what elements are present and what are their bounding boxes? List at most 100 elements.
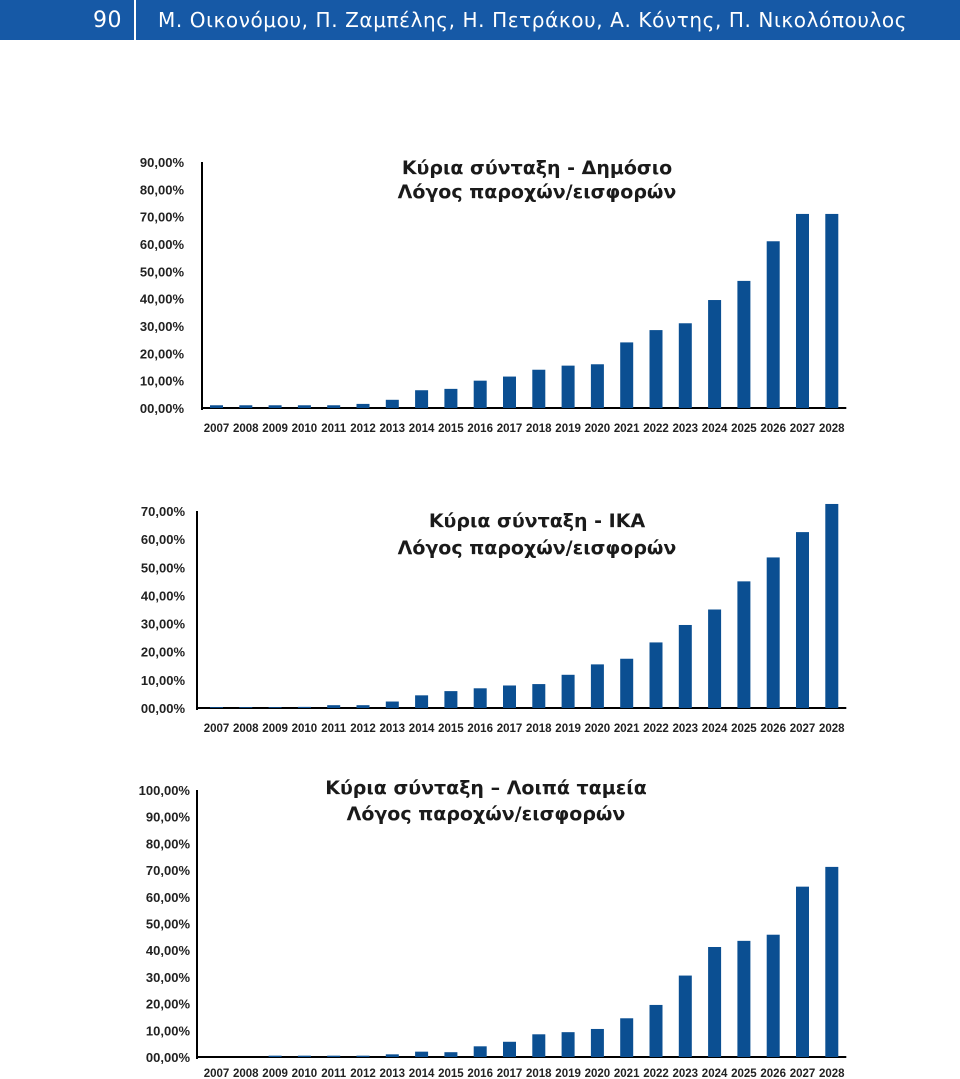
- x-tick-label: 2012: [350, 1068, 376, 1079]
- x-tick-label: 2028: [819, 1068, 845, 1079]
- x-tick-label: 2012: [350, 723, 376, 735]
- x-tick-label: 2007: [204, 423, 230, 435]
- x-tick-label: 2027: [790, 423, 816, 435]
- bar-2021: [620, 342, 634, 408]
- bar-2022: [649, 1004, 663, 1057]
- y-tick-label: 30,00%: [140, 319, 185, 334]
- bar-2021: [620, 1018, 634, 1057]
- bar-2009: [268, 1055, 282, 1057]
- chart-ika-svg: 00,00% 10,00% 20,00% 30,00% 40,00% 50,00% 60,0…: [141, 503, 847, 735]
- x-tick-label: 2025: [731, 1068, 757, 1079]
- x-tick-label: 2022: [643, 723, 669, 735]
- y-tick-label: 30,00%: [146, 970, 191, 985]
- bar-2020: [590, 364, 604, 408]
- bar-2012: [356, 1055, 370, 1057]
- bar-2012: [356, 705, 370, 708]
- bar-2010: [297, 1055, 311, 1057]
- bar-2024: [708, 609, 722, 708]
- bar-2026: [766, 241, 780, 408]
- bar-2027: [796, 532, 809, 708]
- x-tick-label: 2026: [760, 723, 786, 735]
- y-tick-label: 20,00%: [141, 645, 186, 660]
- y-tick-label: 60,00%: [141, 532, 186, 547]
- y-tick-label: 60,00%: [146, 890, 191, 905]
- x-tick-label: 2020: [585, 423, 611, 435]
- x-tick-label: 2021: [614, 1068, 640, 1079]
- y-tick-label: 30,00%: [141, 617, 186, 632]
- bar-2009: [268, 707, 282, 708]
- bar-2008: [239, 707, 253, 708]
- bar-2015: [444, 1052, 458, 1057]
- x-tick-label: 2025: [731, 423, 757, 435]
- bar-2015: [444, 388, 458, 408]
- y-tick-label: 70,00%: [146, 863, 191, 878]
- x-tick-label: 2009: [262, 723, 288, 735]
- bar-2012: [356, 403, 370, 408]
- bar-2014: [415, 1051, 429, 1057]
- x-tick-label: 2018: [526, 723, 552, 735]
- chart-title: Κύρια σύνταξη - ΙΚΑ: [429, 510, 646, 532]
- x-tick-label: 2021: [614, 423, 640, 435]
- bar-2008: [239, 405, 253, 408]
- y-tick-label: 40,00%: [141, 588, 186, 603]
- bar-2013: [385, 1054, 399, 1057]
- x-tick-label: 2023: [673, 723, 699, 735]
- chart-dimosio: 00,00% 10,00% 20,00% 30,00% 40,00% 50,00% 60,0…: [0, 140, 960, 450]
- chart-loipa-tameia: 00,00% 10,00% 20,00% 30,00% 40,00% 50,00% 60,0…: [0, 770, 960, 1079]
- y-tick-label: 90,00%: [146, 810, 191, 825]
- x-tick-label: 2010: [292, 723, 318, 735]
- y-tick-label: 20,00%: [146, 997, 191, 1012]
- y-tick-label: 40,00%: [146, 943, 191, 958]
- chart-dimosio-svg: 00,00% 10,00% 20,00% 30,00% 40,00% 50,00% 60,0…: [140, 155, 847, 435]
- y-tick-label: 70,00%: [141, 504, 186, 519]
- x-tick-label: 2019: [555, 423, 581, 435]
- bar-2010: [297, 405, 311, 408]
- bar-2023: [678, 624, 692, 708]
- x-tick-label: 2021: [614, 723, 640, 735]
- y-tick-label: 70,00%: [140, 210, 185, 225]
- x-tick-label: 2017: [497, 723, 523, 735]
- y-tick-label: 10,00%: [146, 1023, 191, 1038]
- x-tick-label: 2011: [321, 423, 347, 435]
- x-tick-label: 2024: [702, 423, 728, 435]
- chart-subtitle: Λόγος παροχών/εισφορών: [398, 537, 677, 559]
- x-tick-label: 2014: [409, 723, 435, 735]
- bar-2026: [766, 934, 780, 1057]
- y-tick-label: 00,00%: [140, 401, 185, 416]
- bar-2018: [532, 1034, 546, 1057]
- x-tick-label: 2022: [643, 423, 669, 435]
- chart-title: Κύρια σύνταξη – Λοιπά ταμεία: [325, 777, 647, 799]
- bar-2023: [678, 323, 692, 408]
- x-tick-label: 2009: [262, 1068, 288, 1079]
- x-tick-label: 2022: [643, 1068, 669, 1079]
- x-tick-label: 2025: [731, 723, 757, 735]
- x-tick-label: 2007: [204, 723, 230, 735]
- bar-2019: [561, 1032, 575, 1057]
- chart-subtitle: Λόγος παροχών/εισφορών: [347, 803, 626, 825]
- chart-ika: 00,00% 10,00% 20,00% 30,00% 40,00% 50,00% 60,0…: [0, 497, 960, 742]
- bar-2020: [590, 1028, 604, 1057]
- y-tick-label: 10,00%: [140, 374, 185, 389]
- bar-2018: [532, 684, 546, 708]
- x-tick-label: 2028: [819, 423, 845, 435]
- x-tick-label: 2027: [790, 723, 816, 735]
- x-tick-label: 2017: [497, 423, 523, 435]
- bar-2007: [210, 405, 223, 408]
- bar-2028: [825, 866, 839, 1057]
- x-tick-label: 2026: [760, 423, 786, 435]
- bar-2015: [444, 691, 458, 708]
- y-tick-label: 90,00%: [140, 155, 185, 170]
- y-tick-label: 40,00%: [140, 292, 185, 307]
- x-tick-label: 2013: [380, 423, 406, 435]
- x-tick-label: 2014: [409, 1068, 435, 1079]
- x-tick-label: 2013: [380, 1068, 406, 1079]
- x-tick-label: 2011: [321, 1068, 347, 1079]
- y-tick-label: 10,00%: [141, 673, 186, 688]
- bar-2024: [708, 300, 722, 408]
- y-tick-label: 20,00%: [140, 346, 185, 361]
- page-number: 90: [93, 7, 122, 33]
- bar-2016: [473, 688, 487, 708]
- x-tick-label: 2018: [526, 423, 552, 435]
- bar-2022: [649, 642, 663, 708]
- y-tick-label: 50,00%: [141, 560, 186, 575]
